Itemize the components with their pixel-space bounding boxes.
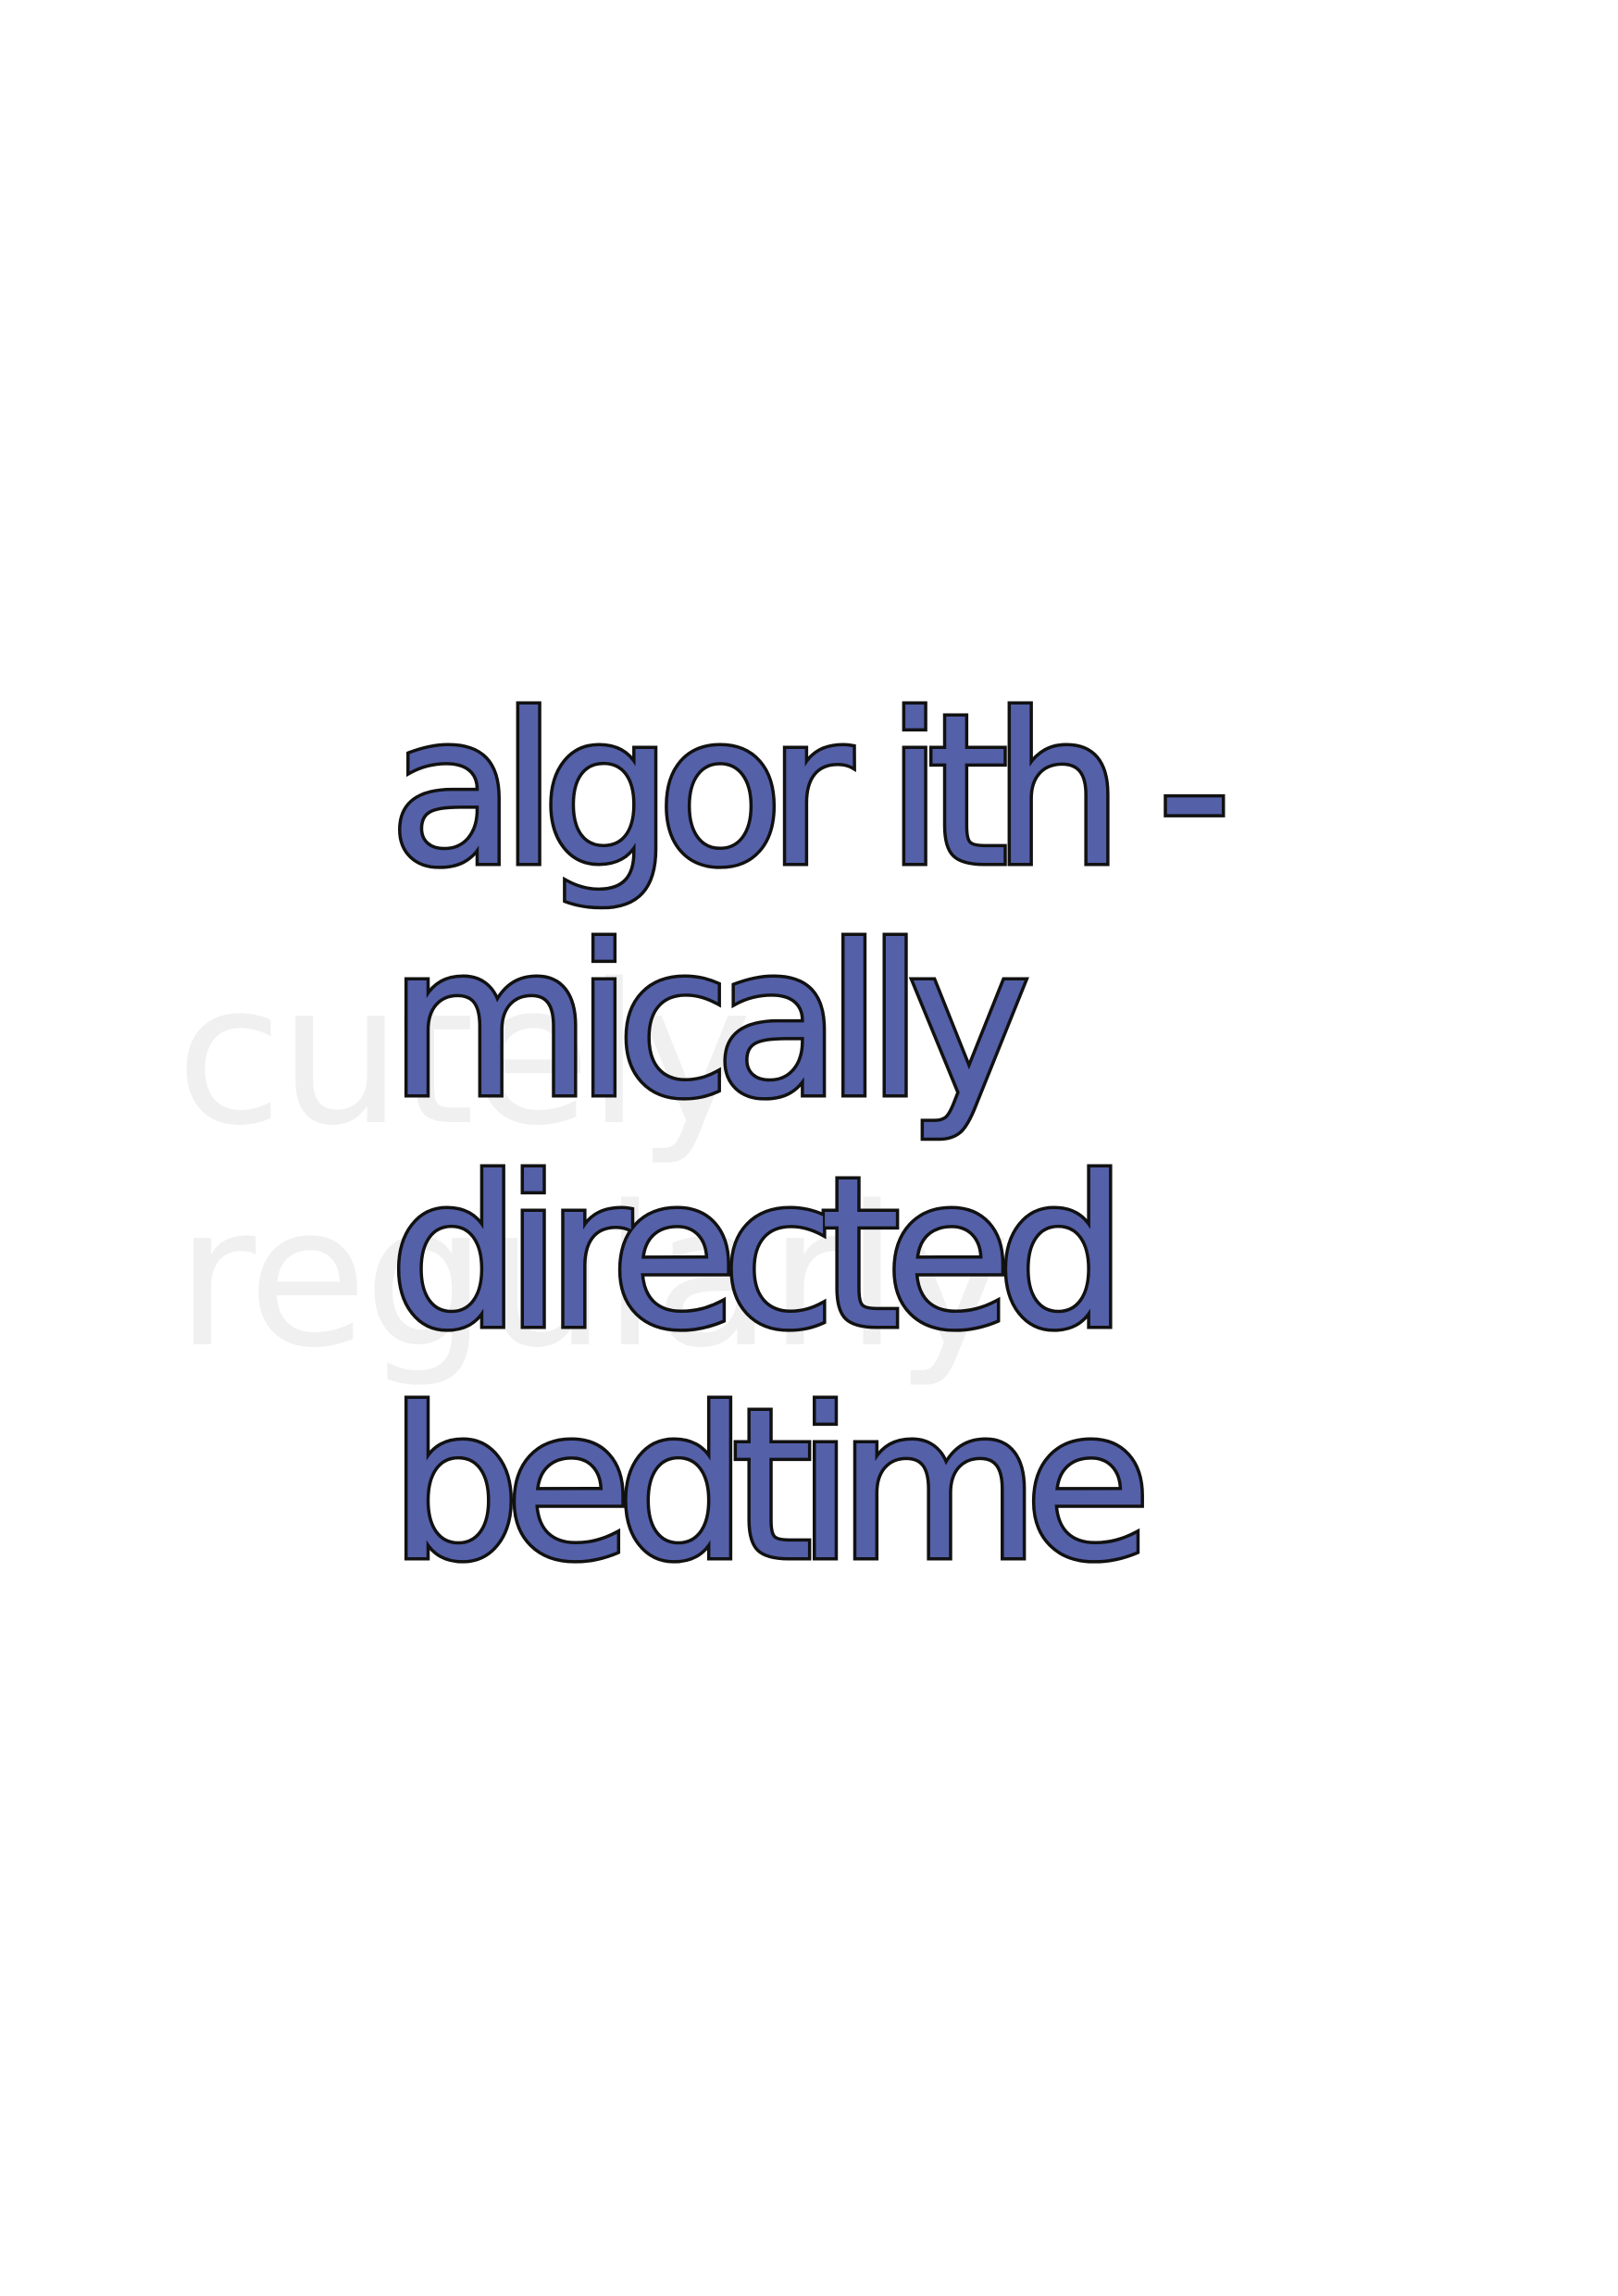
main-text-line-2: mically (386, 902, 1034, 1144)
ghost-text-line-1: cutely (176, 942, 753, 1168)
main-text-line-1: algor ith - (386, 670, 1236, 913)
main-heading-text: algor ith - mically directed bedtime (386, 670, 1314, 1607)
main-text-line-3: directed (386, 1133, 1132, 1376)
main-text-line-4: bedtime (386, 1365, 1155, 1607)
ghost-text-line-2: regularly (176, 1164, 1010, 1391)
background-ghost-text: cutely regularly (176, 944, 1101, 1389)
